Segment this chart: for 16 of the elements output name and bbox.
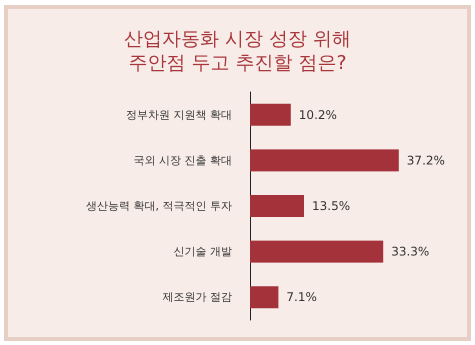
data-label: 7.1% (286, 290, 317, 304)
data-label: 10.2% (298, 108, 337, 122)
y-tick-label: 정부차원 지원책 확대 (126, 108, 232, 122)
y-tick-label: 국외 시장 진출 확대 (134, 154, 232, 167)
y-tick-label: 신기술 개발 (174, 245, 232, 258)
data-label: 13.5% (312, 199, 350, 213)
data-label: 37.2% (406, 153, 445, 168)
bar (250, 195, 304, 217)
bar (250, 286, 278, 308)
bar (250, 104, 291, 126)
bar (250, 240, 384, 263)
y-tick-label: 생산능력 확대, 적극적인 투자 (86, 200, 232, 212)
chart-title: 산업자동화 시장 성장 위해 주안점 두고 추진할 점은? (124, 28, 352, 74)
data-label: 33.3% (391, 244, 430, 259)
y-tick-label: 제조원가 절감 (162, 290, 232, 304)
bar (250, 149, 399, 172)
